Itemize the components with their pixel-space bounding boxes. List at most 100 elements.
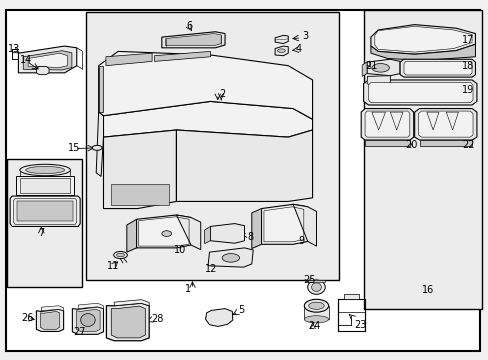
Polygon shape [23,51,72,70]
Polygon shape [426,112,438,130]
Polygon shape [36,66,49,75]
Text: 6: 6 [186,21,192,31]
Polygon shape [371,112,385,130]
Text: 11: 11 [107,261,120,271]
Polygon shape [366,59,399,76]
Polygon shape [99,66,103,112]
Ellipse shape [371,64,388,72]
Bar [363,10,481,309]
Text: 22: 22 [461,140,474,150]
Text: 28: 28 [151,314,163,324]
Ellipse shape [26,166,64,174]
Text: 15: 15 [67,143,80,153]
Polygon shape [17,202,73,221]
Polygon shape [207,248,253,267]
Polygon shape [154,51,210,62]
Polygon shape [399,59,474,77]
Text: 14: 14 [20,55,32,65]
Text: 10: 10 [174,245,186,255]
Text: 23: 23 [353,320,366,330]
Ellipse shape [304,316,328,323]
Polygon shape [36,309,63,332]
Text: 26: 26 [21,312,33,323]
Polygon shape [103,130,176,208]
Text: 5: 5 [238,305,244,315]
Polygon shape [446,112,458,130]
Ellipse shape [311,283,321,292]
Text: 25: 25 [302,275,315,285]
Polygon shape [366,76,389,88]
Bar [7,158,81,287]
Polygon shape [106,53,152,66]
Polygon shape [389,112,402,130]
Polygon shape [10,196,80,226]
Polygon shape [176,130,312,202]
Ellipse shape [162,231,171,237]
Polygon shape [418,111,472,137]
Text: 21: 21 [365,61,377,71]
Polygon shape [40,311,60,329]
Text: 16: 16 [421,285,433,295]
Polygon shape [414,109,476,140]
Polygon shape [106,303,149,341]
Bar [111,184,169,205]
Polygon shape [204,226,210,244]
Polygon shape [370,24,474,54]
Polygon shape [41,306,63,311]
Text: 8: 8 [246,232,252,242]
Polygon shape [99,51,312,119]
Polygon shape [162,32,224,48]
Polygon shape [370,44,474,60]
Polygon shape [136,215,191,248]
Text: 27: 27 [73,327,86,337]
Polygon shape [176,215,201,249]
Polygon shape [96,112,103,176]
Polygon shape [28,53,67,67]
Polygon shape [344,294,358,298]
Polygon shape [103,102,312,137]
Ellipse shape [277,49,285,53]
Polygon shape [362,62,366,76]
Polygon shape [368,82,472,103]
Text: 18: 18 [461,61,474,71]
Polygon shape [275,35,287,44]
Polygon shape [111,306,145,338]
Ellipse shape [307,280,325,294]
Text: 24: 24 [308,321,321,331]
Polygon shape [261,204,307,244]
Ellipse shape [116,253,124,257]
Polygon shape [19,46,77,73]
Text: 9: 9 [297,236,304,246]
Text: 19: 19 [461,85,474,95]
Text: 20: 20 [404,140,416,150]
Text: 3: 3 [301,31,307,41]
Ellipse shape [20,164,70,176]
Ellipse shape [92,145,102,150]
Polygon shape [251,208,261,249]
Polygon shape [20,178,70,193]
Polygon shape [275,46,287,56]
Polygon shape [403,62,471,75]
Polygon shape [72,307,103,334]
Text: 4: 4 [295,44,301,54]
Polygon shape [292,204,316,246]
Text: 13: 13 [8,44,20,54]
Polygon shape [363,80,476,105]
Text: 1: 1 [185,284,191,294]
Polygon shape [365,140,409,146]
Polygon shape [210,224,244,243]
Ellipse shape [308,302,324,309]
Bar [86,12,339,280]
Polygon shape [365,111,409,137]
Ellipse shape [81,314,95,327]
Polygon shape [205,309,232,327]
Ellipse shape [222,253,239,262]
Polygon shape [78,303,103,309]
Polygon shape [14,199,77,224]
Polygon shape [126,219,136,252]
Polygon shape [76,309,100,332]
Ellipse shape [114,251,127,258]
Polygon shape [307,280,325,282]
Polygon shape [304,306,328,319]
Text: 12: 12 [204,264,217,274]
